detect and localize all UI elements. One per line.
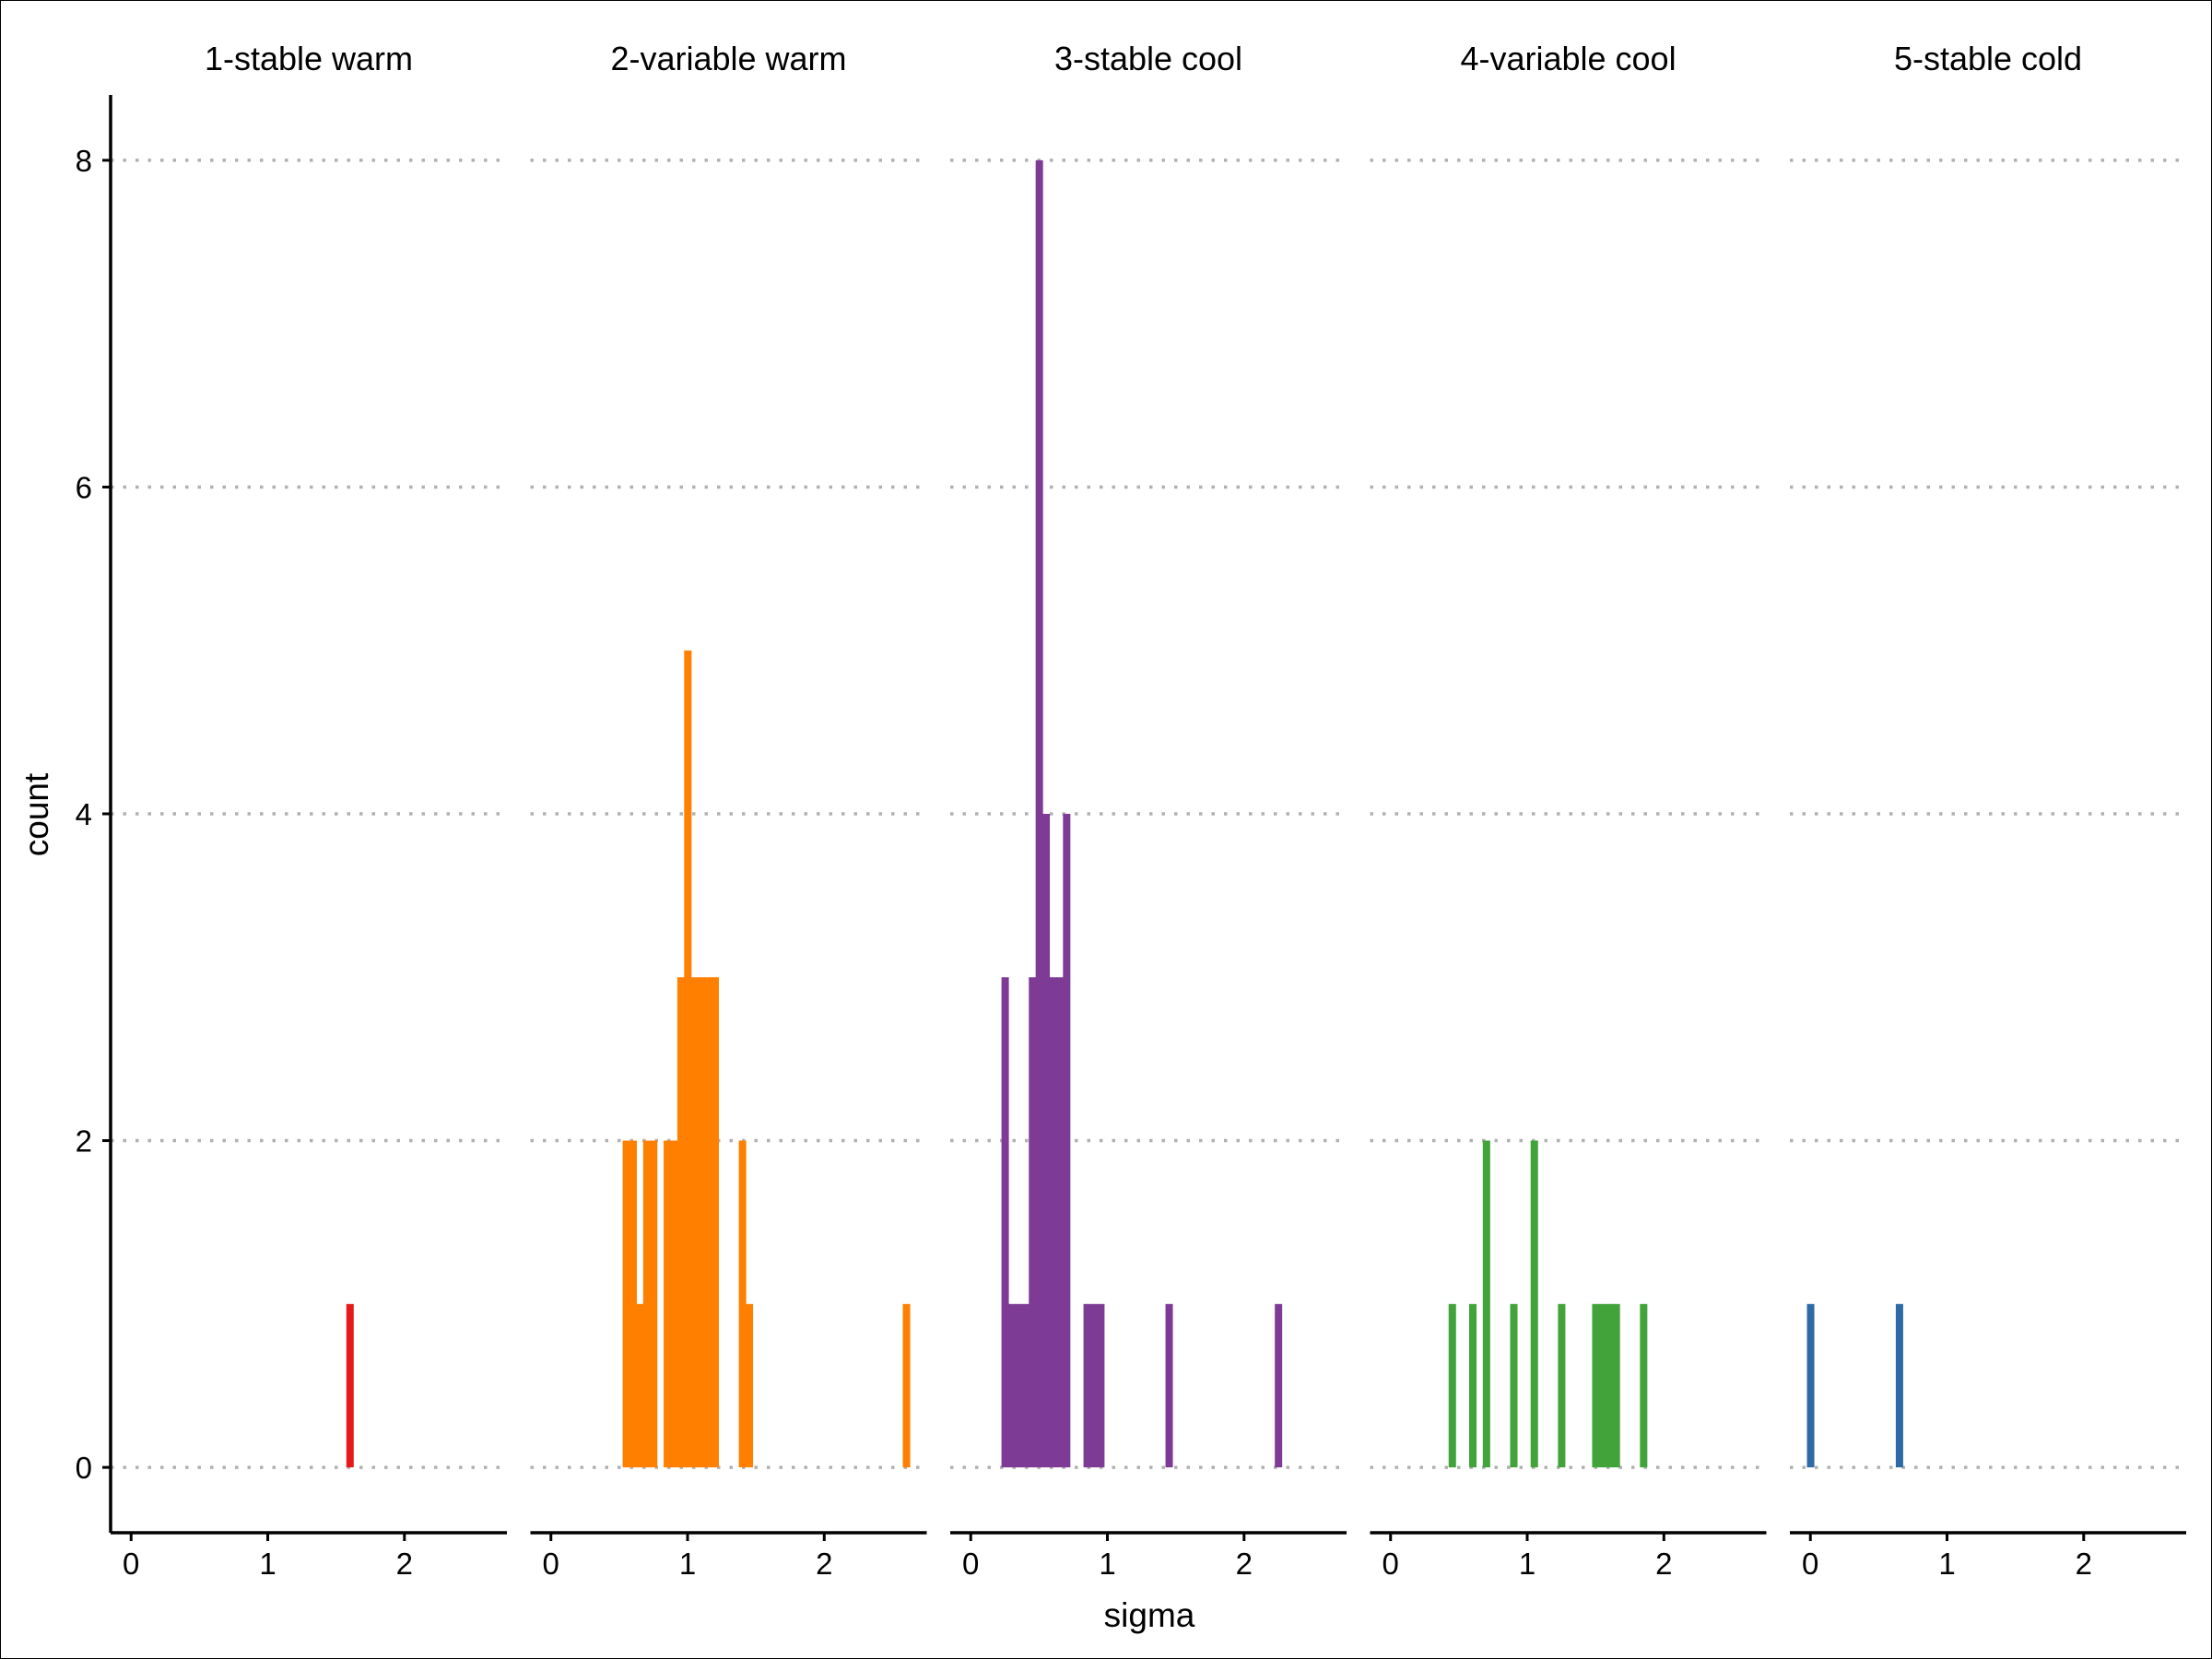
histogram-bar xyxy=(1510,1303,1518,1468)
y-tick-label: 0 xyxy=(76,1451,92,1485)
x-tick-label: 1 xyxy=(259,1547,276,1581)
histogram-bar xyxy=(1029,977,1037,1468)
histogram-bar xyxy=(1055,977,1064,1468)
histogram-bar xyxy=(1063,814,1071,1468)
histogram-bar xyxy=(1021,1303,1030,1468)
histogram-bar xyxy=(1530,1140,1538,1468)
y-tick-label: 4 xyxy=(76,797,92,831)
panel-title: 3-stable cool xyxy=(1054,40,1242,77)
x-tick-label: 1 xyxy=(1938,1547,1955,1581)
histogram-bar xyxy=(650,1140,658,1468)
panel-title: 1-stable warm xyxy=(205,40,413,77)
histogram-bar xyxy=(1165,1303,1173,1468)
x-axis-label: sigma xyxy=(1104,1596,1195,1634)
histogram-bar xyxy=(1049,977,1057,1468)
gridlines xyxy=(111,159,2186,1469)
x-tick-label: 0 xyxy=(1802,1547,1818,1581)
x-tick-label: 2 xyxy=(816,1547,832,1581)
histogram-bar xyxy=(1001,977,1009,1468)
panel-title: 4-variable cool xyxy=(1460,40,1676,77)
histogram-bar xyxy=(1097,1303,1105,1468)
y-axis-label: count xyxy=(18,772,55,856)
histogram-bar xyxy=(1598,1303,1606,1468)
histogram-bar xyxy=(902,1303,911,1468)
histogram-bar xyxy=(1035,159,1043,1468)
x-tick-label: 2 xyxy=(1236,1547,1253,1581)
histogram-bar xyxy=(346,1303,354,1468)
y-tick-label: 6 xyxy=(76,470,92,504)
x-tick-label: 1 xyxy=(1519,1547,1535,1581)
histogram-bar xyxy=(1089,1303,1098,1468)
panel-title: 2-variable warm xyxy=(610,40,846,77)
histogram-bar xyxy=(1606,1303,1614,1468)
panel-title: 5-stable cold xyxy=(1894,40,2082,77)
histogram-bar xyxy=(1042,814,1051,1468)
histogram-bar xyxy=(704,977,712,1468)
histogram-bar xyxy=(1806,1303,1815,1468)
histogram-bar xyxy=(1482,1140,1490,1468)
histogram-bar xyxy=(1448,1303,1456,1468)
x-tick-label: 0 xyxy=(123,1547,139,1581)
histogram-bar xyxy=(1008,1303,1017,1468)
histogram-bar xyxy=(636,1303,644,1468)
histogram-bar xyxy=(1895,1303,1903,1468)
x-tick-label: 0 xyxy=(962,1547,979,1581)
x-tick-label: 0 xyxy=(543,1547,559,1581)
y-tick-label: 8 xyxy=(76,144,92,178)
histogram-bar xyxy=(664,1140,672,1468)
histogram-bar xyxy=(629,1140,638,1468)
histogram-bar xyxy=(1592,1303,1600,1468)
histogram-bar xyxy=(1612,1303,1620,1468)
x-tick-label: 0 xyxy=(1382,1547,1399,1581)
histogram-bar xyxy=(1558,1303,1566,1468)
histogram-bar xyxy=(1640,1303,1648,1468)
histogram-bar xyxy=(670,1140,678,1468)
x-tick-label: 1 xyxy=(1099,1547,1115,1581)
x-tick-label: 1 xyxy=(679,1547,696,1581)
histogram-bar xyxy=(1083,1303,1091,1468)
histogram-bar xyxy=(711,977,719,1468)
histogram-bar xyxy=(1015,1303,1023,1468)
histogram-bar xyxy=(1469,1303,1477,1468)
histogram-bar xyxy=(746,1303,754,1468)
x-tick-label: 2 xyxy=(1655,1547,1672,1581)
histogram-bar xyxy=(690,977,699,1468)
labels: sigma count 0 2 4 6 8 0 1 2 1-stable warm 0 1 2 2-va… xyxy=(18,40,2092,1634)
histogram-bar xyxy=(622,1140,630,1468)
y-tick-label: 2 xyxy=(76,1124,92,1159)
histogram-bar xyxy=(1275,1303,1283,1468)
axes xyxy=(102,95,2186,1541)
histogram-bar xyxy=(684,650,692,1468)
x-tick-label: 2 xyxy=(396,1547,413,1581)
histogram-bar xyxy=(642,1140,651,1468)
histogram-bar xyxy=(738,1140,747,1468)
x-tick-label: 2 xyxy=(2076,1547,2092,1581)
bars xyxy=(346,159,1903,1468)
histogram-bar xyxy=(677,977,685,1468)
histogram-bar xyxy=(698,977,706,1468)
